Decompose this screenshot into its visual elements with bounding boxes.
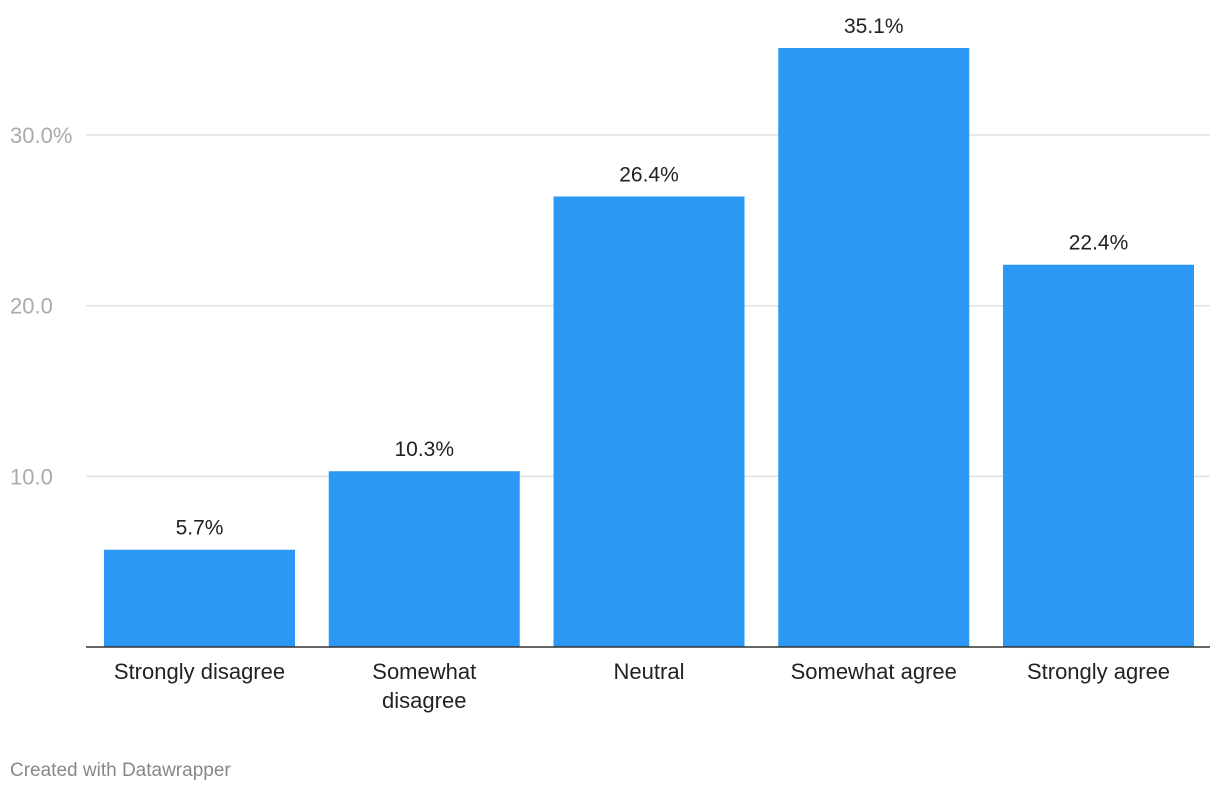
bar-value-label: 10.3% (394, 438, 454, 461)
y-tick-label: 30.0% (10, 123, 72, 148)
y-axis-tick-labels: 10.0 20.0 30.0% (10, 123, 72, 489)
bar-value-label: 22.4% (1069, 232, 1129, 255)
category-label: disagree (382, 688, 466, 713)
x-axis-category-labels: Strongly disagree Somewhat disagree Neutral… (114, 659, 1170, 713)
bar (778, 48, 970, 647)
bar-value-label: 35.1% (844, 15, 904, 38)
bar-value-labels: 5.7% 10.3% 26.4% 35.1% 22.4% (176, 15, 1129, 540)
category-label: Strongly disagree (114, 659, 285, 684)
chart-canvas: 10.0 20.0 30.0% 5.7% 10.3% 26.4% 35.1% 22.4% S… (10, 15, 1210, 713)
category-label: Somewhat (372, 659, 476, 684)
bar-value-label: 26.4% (619, 163, 679, 186)
y-tick-label: 10.0 (10, 464, 53, 489)
bars (104, 48, 1194, 647)
bar-value-label: 5.7% (176, 517, 224, 540)
y-tick-label: 20.0 (10, 294, 53, 319)
category-label: Somewhat agree (791, 659, 957, 684)
bar (328, 471, 520, 647)
bar (1003, 264, 1194, 647)
bar (104, 549, 295, 647)
category-label: Neutral (614, 659, 685, 684)
bar-chart: 10.0 20.0 30.0% 5.7% 10.3% 26.4% 35.1% 22.4% S… (10, 15, 1210, 713)
category-label: Strongly agree (1027, 659, 1170, 684)
footer-credit: Created with Datawrapper (10, 760, 231, 781)
bar (553, 196, 745, 647)
